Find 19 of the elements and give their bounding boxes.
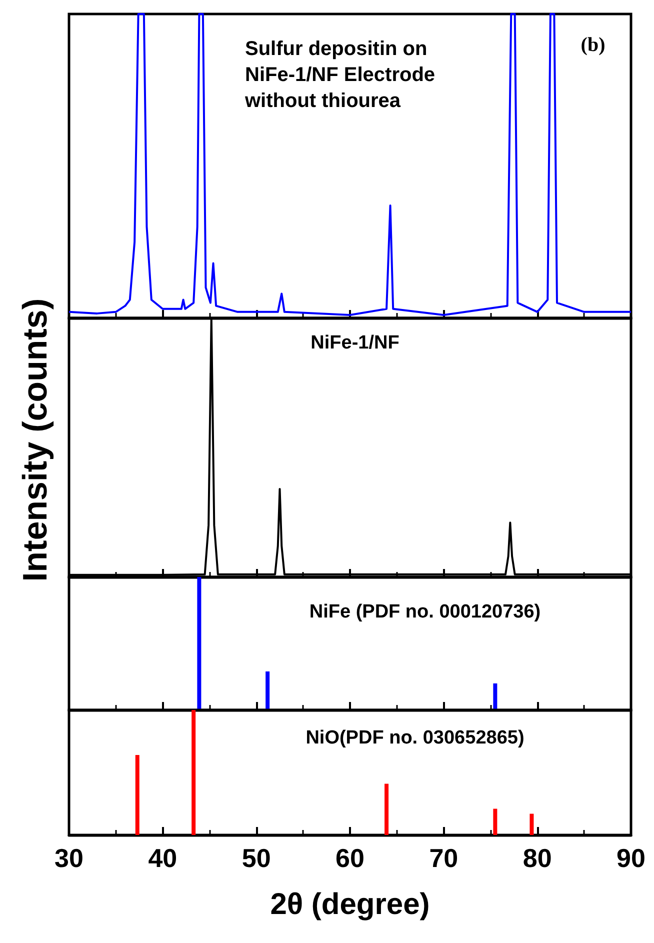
bar xyxy=(493,808,498,835)
x-tick-label: 50 xyxy=(242,843,271,873)
bar xyxy=(384,784,389,835)
annotation: (b) xyxy=(580,34,606,56)
x-tick-label: 40 xyxy=(148,843,178,873)
annotation: NiFe (PDF no. 000120736) xyxy=(309,602,541,622)
annotation: NiFe-1/NF xyxy=(310,332,400,354)
x-tick-label: 90 xyxy=(616,843,646,873)
annotation: Sulfur depositin on NiFe-1/NF Electrode without thiourea xyxy=(244,38,441,112)
x-tick-label: 70 xyxy=(429,843,458,873)
annotation: NiO(PDF no. 030652865) xyxy=(306,728,524,748)
x-tick-label: 80 xyxy=(522,843,552,873)
x-tick-label: 30 xyxy=(54,843,84,873)
y-axis-title: Intensity (counts) xyxy=(16,298,56,582)
bar xyxy=(530,814,534,835)
bar xyxy=(135,755,140,835)
bar xyxy=(192,710,196,835)
x-tick-label: 60 xyxy=(336,843,364,873)
x-axis-title: 2θ (degree) xyxy=(270,888,430,922)
